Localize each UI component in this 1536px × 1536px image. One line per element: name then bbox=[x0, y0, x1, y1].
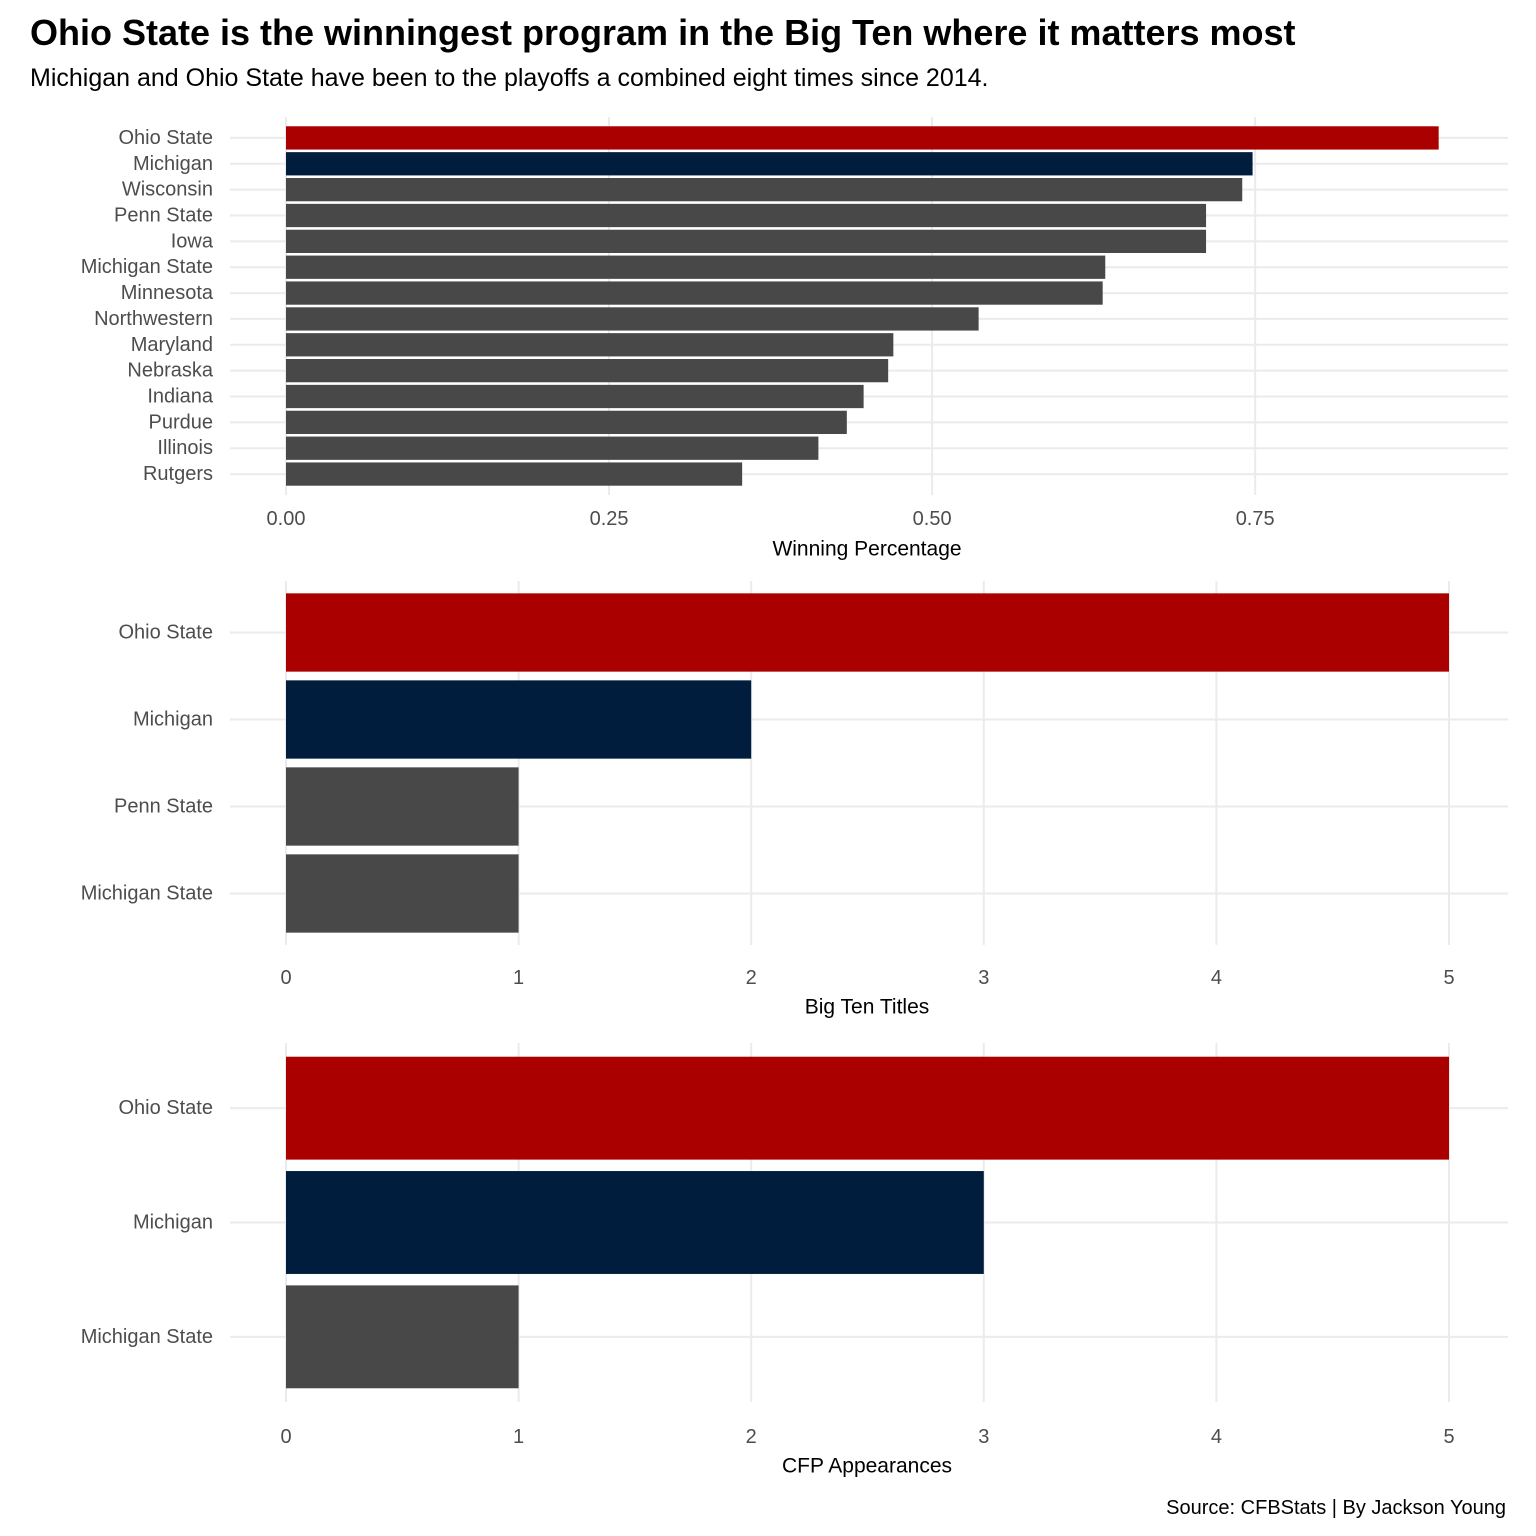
x-tick-label: 1 bbox=[513, 967, 524, 989]
bar-michigan-state bbox=[286, 1285, 519, 1388]
y-axis-labels: Ohio State Michigan Wisconsin Penn State Iow… bbox=[81, 127, 214, 485]
y-label-michigan: Michigan bbox=[133, 153, 213, 175]
y-label-minnesota: Minnesota bbox=[121, 282, 214, 304]
y-label-michigan-state: Michigan State bbox=[81, 883, 213, 905]
bar-ohio-state bbox=[286, 126, 1439, 149]
chart-panel-1: Ohio State Michigan Wisconsin Penn State Iow… bbox=[81, 117, 1508, 561]
x-tick-label: 3 bbox=[978, 1426, 989, 1448]
bar-indiana bbox=[286, 385, 864, 408]
chart-panel-3: Ohio State Michigan Michigan State 0 1 2 3 4 5 CF… bbox=[81, 1043, 1508, 1478]
bars bbox=[286, 593, 1449, 932]
y-label-ohio-state: Ohio State bbox=[118, 1097, 213, 1119]
chart-panel-2: Ohio State Michigan Penn State Michigan Sta… bbox=[81, 581, 1508, 1019]
x-tick-label: 0.75 bbox=[1236, 508, 1275, 530]
bar-michigan-state bbox=[286, 256, 1105, 279]
bar-michigan-state bbox=[286, 854, 519, 932]
y-label-michigan-state: Michigan State bbox=[81, 256, 213, 278]
bar-ohio-state bbox=[286, 1057, 1449, 1160]
bar-michigan bbox=[286, 1171, 984, 1274]
x-tick-label: 4 bbox=[1211, 967, 1222, 989]
x-tick-label: 2 bbox=[746, 967, 757, 989]
bar-ohio-state bbox=[286, 593, 1449, 671]
bar-michigan bbox=[286, 680, 751, 758]
bar-maryland bbox=[286, 333, 893, 356]
bar-iowa bbox=[286, 230, 1206, 253]
x-tick-label: 0.00 bbox=[267, 508, 306, 530]
x-tick-label: 2 bbox=[746, 1426, 757, 1448]
x-tick-label: 3 bbox=[978, 967, 989, 989]
y-label-ohio-state: Ohio State bbox=[118, 622, 213, 644]
y-label-michigan: Michigan bbox=[133, 709, 213, 731]
bar-penn-state bbox=[286, 204, 1206, 227]
bar-northwestern bbox=[286, 307, 979, 330]
y-label-ohio-state: Ohio State bbox=[118, 127, 213, 149]
x-tick-label: 0 bbox=[280, 1426, 291, 1448]
y-label-iowa: Iowa bbox=[171, 230, 214, 252]
x-tick-label: 0.50 bbox=[913, 508, 952, 530]
x-axis-title: CFP Appearances bbox=[782, 1455, 952, 1478]
x-axis-labels: 0 1 2 3 4 5 bbox=[280, 1426, 1454, 1448]
bar-minnesota bbox=[286, 281, 1103, 304]
bars bbox=[286, 126, 1439, 485]
y-label-michigan: Michigan bbox=[133, 1212, 213, 1234]
y-label-rutgers: Rutgers bbox=[143, 463, 213, 485]
y-label-wisconsin: Wisconsin bbox=[122, 179, 213, 201]
y-label-nebraska: Nebraska bbox=[127, 360, 213, 382]
bar-rutgers bbox=[286, 462, 742, 485]
bar-wisconsin bbox=[286, 178, 1242, 201]
x-tick-label: 0 bbox=[280, 967, 291, 989]
x-tick-label: 5 bbox=[1443, 1426, 1454, 1448]
y-label-maryland: Maryland bbox=[131, 334, 213, 356]
x-axis-title: Winning Percentage bbox=[772, 538, 961, 561]
source-caption: Source: CFBStats | By Jackson Young bbox=[1166, 1497, 1506, 1520]
bar-michigan bbox=[286, 152, 1253, 175]
y-axis-labels: Ohio State Michigan Penn State Michigan Sta… bbox=[81, 622, 213, 905]
x-tick-label: 0.25 bbox=[590, 508, 629, 530]
bar-purdue bbox=[286, 411, 847, 434]
y-label-purdue: Purdue bbox=[149, 411, 214, 433]
y-label-illinois: Illinois bbox=[157, 437, 213, 459]
x-tick-label: 4 bbox=[1211, 1426, 1222, 1448]
x-tick-label: 5 bbox=[1443, 967, 1454, 989]
y-label-indiana: Indiana bbox=[147, 386, 213, 408]
y-axis-labels: Ohio State Michigan Michigan State bbox=[81, 1097, 213, 1348]
bar-nebraska bbox=[286, 359, 888, 382]
y-label-michigan-state: Michigan State bbox=[81, 1326, 213, 1348]
y-label-northwestern: Northwestern bbox=[94, 308, 213, 330]
y-label-penn-state: Penn State bbox=[114, 205, 213, 227]
bar-penn-state bbox=[286, 767, 519, 845]
x-tick-label: 1 bbox=[513, 1426, 524, 1448]
x-axis-labels: 0.00 0.25 0.50 0.75 bbox=[267, 508, 1275, 530]
bar-illinois bbox=[286, 437, 818, 460]
x-axis-title: Big Ten Titles bbox=[805, 996, 930, 1019]
y-label-penn-state: Penn State bbox=[114, 796, 213, 818]
x-axis-labels: 0 1 2 3 4 5 bbox=[280, 967, 1454, 989]
